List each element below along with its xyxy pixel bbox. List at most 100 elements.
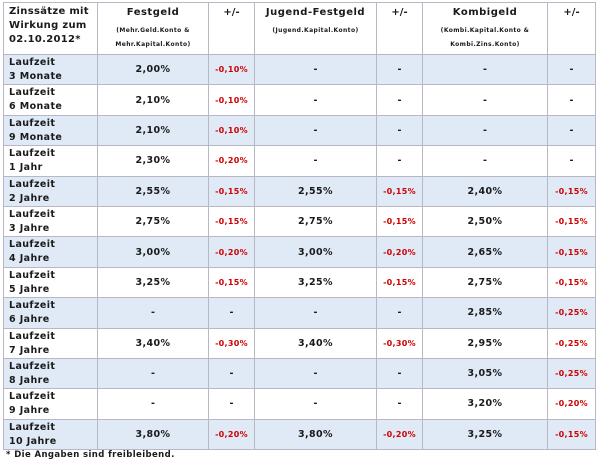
term-label-line1: Laufzeit bbox=[9, 57, 56, 68]
jugend-change-cell: -0,15% bbox=[376, 266, 423, 299]
festgeld-change-cell: -0,10% bbox=[208, 84, 255, 116]
jugend-rate-cell: 3,40% bbox=[254, 327, 377, 359]
kombi-rate-cell: - bbox=[422, 114, 548, 147]
header-subtitle: (Jugend.Kapital.Konto) bbox=[272, 27, 359, 34]
term-label-line2: 5 Jahre bbox=[9, 283, 50, 295]
kombi-rate-cell: 2,85% bbox=[422, 297, 548, 329]
kombi-change-cell: -0,25% bbox=[547, 327, 596, 359]
term-label-line1: Laufzeit bbox=[9, 330, 56, 342]
kombi-rate-cell: 2,50% bbox=[422, 205, 548, 238]
kombi-change-cell: -0,15% bbox=[547, 175, 596, 207]
table-row: Laufzeit 2 Jahre 2,55% -0,15% 2,55% -0,15% 2,4… bbox=[3, 175, 596, 207]
table-body: Laufzeit 3 Monate 2,00% -0,10% - - - - Laufzeit 6… bbox=[3, 53, 596, 451]
jugend-change-cell: - bbox=[376, 84, 423, 116]
term-label-line2: 3 Monate bbox=[9, 71, 63, 82]
jugend-rate-cell: - bbox=[254, 145, 377, 177]
jugend-change-cell: -0,20% bbox=[376, 418, 423, 451]
term-label: Laufzeit 2 Jahre bbox=[3, 175, 98, 207]
table-row: Laufzeit 6 Monate 2,10% -0,10% - - - - bbox=[3, 84, 596, 116]
festgeld-rate-cell: 2,10% bbox=[97, 114, 209, 147]
festgeld-change-cell: -0,15% bbox=[208, 205, 255, 238]
header-subtitle: (Kombi.Kapital.Konto & Kombi.Zins.Konto) bbox=[440, 27, 530, 48]
kombi-change-cell: -0,20% bbox=[547, 388, 596, 420]
term-label-line2: 6 Jahre bbox=[9, 314, 50, 326]
kombi-rate-cell: 2,65% bbox=[422, 236, 548, 268]
table-row: Laufzeit 9 Monate 2,10% -0,10% - - - - bbox=[3, 114, 596, 147]
header-subtitle: (Mehr.Geld.Konto & Mehr.Kapital.Konto) bbox=[115, 27, 191, 48]
festgeld-change-cell: - bbox=[208, 297, 255, 329]
festgeld-change-cell: -0,10% bbox=[208, 53, 255, 86]
header-corner-label: Zinssätze mit Wirkung zum 02.10.2012* bbox=[3, 2, 98, 55]
festgeld-change-cell: -0,20% bbox=[208, 418, 255, 451]
table-row: Laufzeit 4 Jahre 3,00% -0,20% 3,00% -0,20% 2,6… bbox=[3, 236, 596, 268]
header-title: Jugend-Festgeld bbox=[265, 7, 366, 18]
header-festgeld: Festgeld (Mehr.Geld.Konto & Mehr.Kapital… bbox=[97, 2, 209, 55]
jugend-change-cell: -0,15% bbox=[376, 175, 423, 207]
jugend-change-cell: -0,15% bbox=[376, 205, 423, 238]
jugend-rate-cell: - bbox=[254, 357, 377, 390]
jugend-change-cell: -0,20% bbox=[376, 236, 423, 268]
kombi-change-cell: - bbox=[547, 53, 596, 86]
term-label-line2: 9 Jahre bbox=[9, 405, 50, 417]
term-label-line1: Laufzeit bbox=[9, 391, 56, 403]
term-label-line1: Laufzeit bbox=[9, 300, 56, 312]
festgeld-rate-cell: 2,00% bbox=[97, 53, 209, 86]
kombi-rate-cell: 2,40% bbox=[422, 175, 548, 207]
table-row: Laufzeit 3 Jahre 2,75% -0,15% 2,75% -0,15% 2,5… bbox=[3, 205, 596, 238]
term-label-line1: Laufzeit bbox=[9, 117, 56, 129]
festgeld-change-cell: - bbox=[208, 357, 255, 390]
jugend-change-cell: - bbox=[376, 388, 423, 420]
jugend-change-cell: -0,30% bbox=[376, 327, 423, 359]
kombi-change-cell: -0,15% bbox=[547, 205, 596, 238]
term-label-line2: 8 Jahre bbox=[9, 374, 50, 386]
jugend-change-cell: - bbox=[376, 53, 423, 86]
header-kombigeld: Kombigeld (Kombi.Kapital.Konto & Kombi.Z… bbox=[422, 2, 548, 55]
kombi-rate-cell: - bbox=[422, 53, 548, 86]
kombi-change-cell: -0,15% bbox=[547, 418, 596, 451]
festgeld-change-cell: -0,10% bbox=[208, 114, 255, 147]
festgeld-rate-cell: - bbox=[97, 297, 209, 329]
term-label-line2: 1 Jahr bbox=[9, 162, 43, 174]
kombi-rate-cell: - bbox=[422, 84, 548, 116]
kombi-rate-cell: 3,20% bbox=[422, 388, 548, 420]
term-label: Laufzeit 1 Jahr bbox=[3, 145, 98, 177]
header-jugend-festgeld: Jugend-Festgeld (Jugend.Kapital.Konto) bbox=[254, 2, 377, 55]
festgeld-change-cell: -0,30% bbox=[208, 327, 255, 359]
interest-rates-table: Zinssätze mit Wirkung zum 02.10.2012* Fe… bbox=[3, 2, 596, 451]
term-label-line2: 3 Jahre bbox=[9, 222, 50, 234]
term-label-line1: Laufzeit bbox=[9, 239, 56, 251]
kombi-change-cell: - bbox=[547, 145, 596, 177]
term-label-line1: Laufzeit bbox=[9, 148, 56, 160]
term-label: Laufzeit 9 Jahre bbox=[3, 388, 98, 420]
jugend-rate-cell: 2,75% bbox=[254, 205, 377, 238]
term-label-line1: Laufzeit bbox=[9, 178, 56, 190]
header-change-2: +/- bbox=[376, 2, 423, 55]
festgeld-change-cell: -0,15% bbox=[208, 175, 255, 207]
jugend-change-cell: - bbox=[376, 357, 423, 390]
term-label-line1: Laufzeit bbox=[9, 269, 56, 281]
kombi-rate-cell: 3,25% bbox=[422, 418, 548, 451]
festgeld-rate-cell: 3,00% bbox=[97, 236, 209, 268]
header-change-1: +/- bbox=[208, 2, 255, 55]
festgeld-rate-cell: 3,25% bbox=[97, 266, 209, 299]
kombi-change-cell: -0,25% bbox=[547, 357, 596, 390]
festgeld-change-cell: -0,20% bbox=[208, 145, 255, 177]
term-label-line2: 6 Monate bbox=[9, 101, 63, 113]
rates-table-wrapper: Zinssätze mit Wirkung zum 02.10.2012* Fe… bbox=[3, 2, 596, 451]
term-label-line1: Laufzeit bbox=[9, 87, 56, 99]
term-label: Laufzeit 7 Jahre bbox=[3, 327, 98, 359]
term-label: Laufzeit 8 Jahre bbox=[3, 357, 98, 390]
jugend-rate-cell: - bbox=[254, 114, 377, 147]
term-label-line2: 7 Jahre bbox=[9, 344, 50, 356]
header-row: Zinssätze mit Wirkung zum 02.10.2012* Fe… bbox=[3, 2, 596, 55]
header-title: +/- bbox=[223, 7, 240, 18]
term-label-line2: 9 Monate bbox=[9, 131, 63, 143]
jugend-rate-cell: 3,25% bbox=[254, 266, 377, 299]
kombi-rate-cell: 3,05% bbox=[422, 357, 548, 390]
term-label-line2: 2 Jahre bbox=[9, 192, 50, 204]
festgeld-rate-cell: 2,55% bbox=[97, 175, 209, 207]
festgeld-rate-cell: 3,80% bbox=[97, 418, 209, 451]
term-label: Laufzeit 3 Jahre bbox=[3, 205, 98, 238]
festgeld-rate-cell: - bbox=[97, 388, 209, 420]
festgeld-rate-cell: - bbox=[97, 357, 209, 390]
